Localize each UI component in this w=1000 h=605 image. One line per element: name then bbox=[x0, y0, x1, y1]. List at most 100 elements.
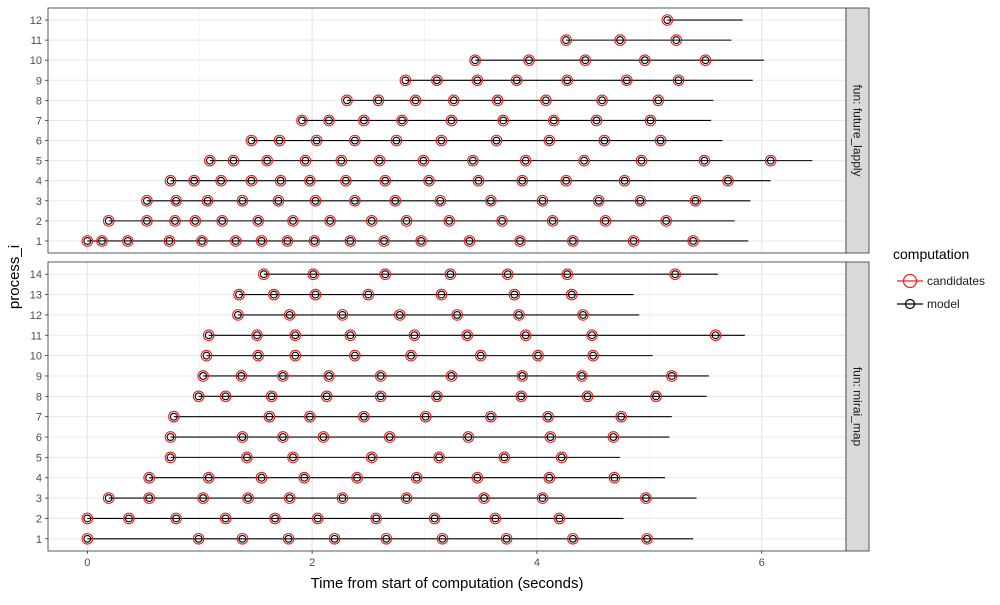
model-point bbox=[285, 310, 294, 319]
candidate-point bbox=[405, 349, 417, 362]
candidate-point bbox=[699, 54, 712, 67]
candidate-point bbox=[374, 370, 387, 382]
model-point bbox=[194, 392, 203, 401]
candidate-point bbox=[336, 492, 349, 504]
model-point bbox=[437, 290, 446, 299]
candidate-point bbox=[283, 492, 296, 504]
model-point bbox=[425, 176, 433, 185]
model-point bbox=[563, 76, 572, 85]
candidate-point bbox=[393, 309, 406, 321]
model-point bbox=[375, 156, 384, 165]
y-tick-label: 7 bbox=[36, 412, 42, 424]
candidate-point bbox=[553, 512, 566, 525]
candidate-point bbox=[357, 114, 370, 127]
candidate-point bbox=[143, 471, 156, 484]
model-point bbox=[636, 196, 645, 205]
row-process-4 bbox=[164, 174, 771, 187]
facet-strip bbox=[845, 261, 870, 552]
model-point bbox=[350, 351, 359, 360]
row-process-8 bbox=[192, 390, 707, 403]
y-tick-label: 8 bbox=[36, 95, 42, 107]
candidate-point bbox=[169, 215, 181, 227]
candidate-point bbox=[251, 329, 263, 342]
model-point bbox=[512, 76, 521, 85]
model-point bbox=[312, 136, 321, 145]
candidate-point bbox=[660, 215, 673, 227]
candidate-point bbox=[536, 194, 549, 207]
model-point bbox=[204, 331, 213, 340]
candidate-point bbox=[289, 329, 302, 342]
model-point bbox=[417, 237, 426, 245]
candidate-point bbox=[471, 74, 484, 87]
model-point bbox=[521, 331, 530, 340]
candidate-point bbox=[565, 288, 578, 301]
candidate-point bbox=[196, 235, 208, 247]
model-point bbox=[480, 494, 489, 503]
legend-key-candidates bbox=[897, 273, 923, 289]
model-point bbox=[382, 534, 391, 543]
model-point bbox=[83, 514, 92, 523]
y-tick-label: 4 bbox=[36, 176, 42, 188]
model-point bbox=[221, 514, 230, 523]
model-point bbox=[637, 156, 646, 165]
candidate-point bbox=[245, 134, 258, 147]
candidate-point bbox=[102, 492, 115, 504]
candidate-point bbox=[203, 154, 216, 167]
candidate-point bbox=[335, 154, 348, 167]
model-point bbox=[238, 534, 247, 543]
candidate-point bbox=[546, 215, 559, 227]
legend-label-candidates: candidates bbox=[927, 274, 985, 288]
candidate-point bbox=[269, 512, 281, 525]
candidate-point bbox=[519, 154, 532, 167]
model-point bbox=[313, 514, 322, 523]
candidate-point bbox=[689, 194, 702, 207]
candidate-point bbox=[722, 174, 734, 187]
model-point bbox=[338, 494, 347, 503]
row-process-6 bbox=[245, 134, 723, 147]
row-process-7 bbox=[296, 114, 712, 127]
y-tick-label: 2 bbox=[36, 216, 42, 228]
legend-key-model bbox=[897, 298, 923, 310]
model-point bbox=[463, 331, 472, 340]
model-point bbox=[646, 116, 655, 125]
y-tick-label: 14 bbox=[30, 269, 42, 281]
candidate-point bbox=[560, 34, 572, 46]
candidate-point bbox=[542, 410, 555, 423]
candidate-point bbox=[164, 174, 177, 187]
panel-background bbox=[48, 8, 846, 253]
model-point bbox=[534, 351, 542, 360]
model-point bbox=[289, 453, 297, 462]
model-point bbox=[376, 392, 385, 401]
model-point bbox=[392, 136, 401, 145]
candidate-point bbox=[216, 215, 229, 227]
model-point bbox=[238, 433, 247, 441]
model-point bbox=[654, 96, 663, 105]
candidate-point bbox=[474, 349, 487, 362]
model-point bbox=[166, 433, 175, 441]
model-point bbox=[641, 494, 650, 503]
model-point bbox=[165, 237, 174, 245]
candidate-point bbox=[764, 154, 777, 167]
candidate-point bbox=[484, 410, 497, 423]
model-point bbox=[500, 453, 509, 462]
candidate-point bbox=[379, 174, 392, 187]
model-point bbox=[491, 514, 500, 523]
model-point bbox=[541, 96, 550, 105]
model-point bbox=[701, 56, 710, 65]
model-point bbox=[671, 270, 680, 279]
model-point bbox=[419, 156, 428, 165]
candidate-point bbox=[348, 194, 361, 207]
candidate-point bbox=[307, 268, 320, 281]
model-point bbox=[367, 453, 376, 462]
model-point bbox=[445, 216, 454, 225]
model-point bbox=[545, 136, 554, 145]
model-point bbox=[231, 237, 240, 245]
candidate-point bbox=[309, 194, 322, 207]
model-point bbox=[518, 176, 527, 185]
x-axis-title: Time from start of computation (seconds) bbox=[311, 575, 584, 592]
model-point bbox=[598, 96, 607, 105]
candidate-point bbox=[467, 154, 479, 167]
model-point bbox=[538, 196, 547, 205]
